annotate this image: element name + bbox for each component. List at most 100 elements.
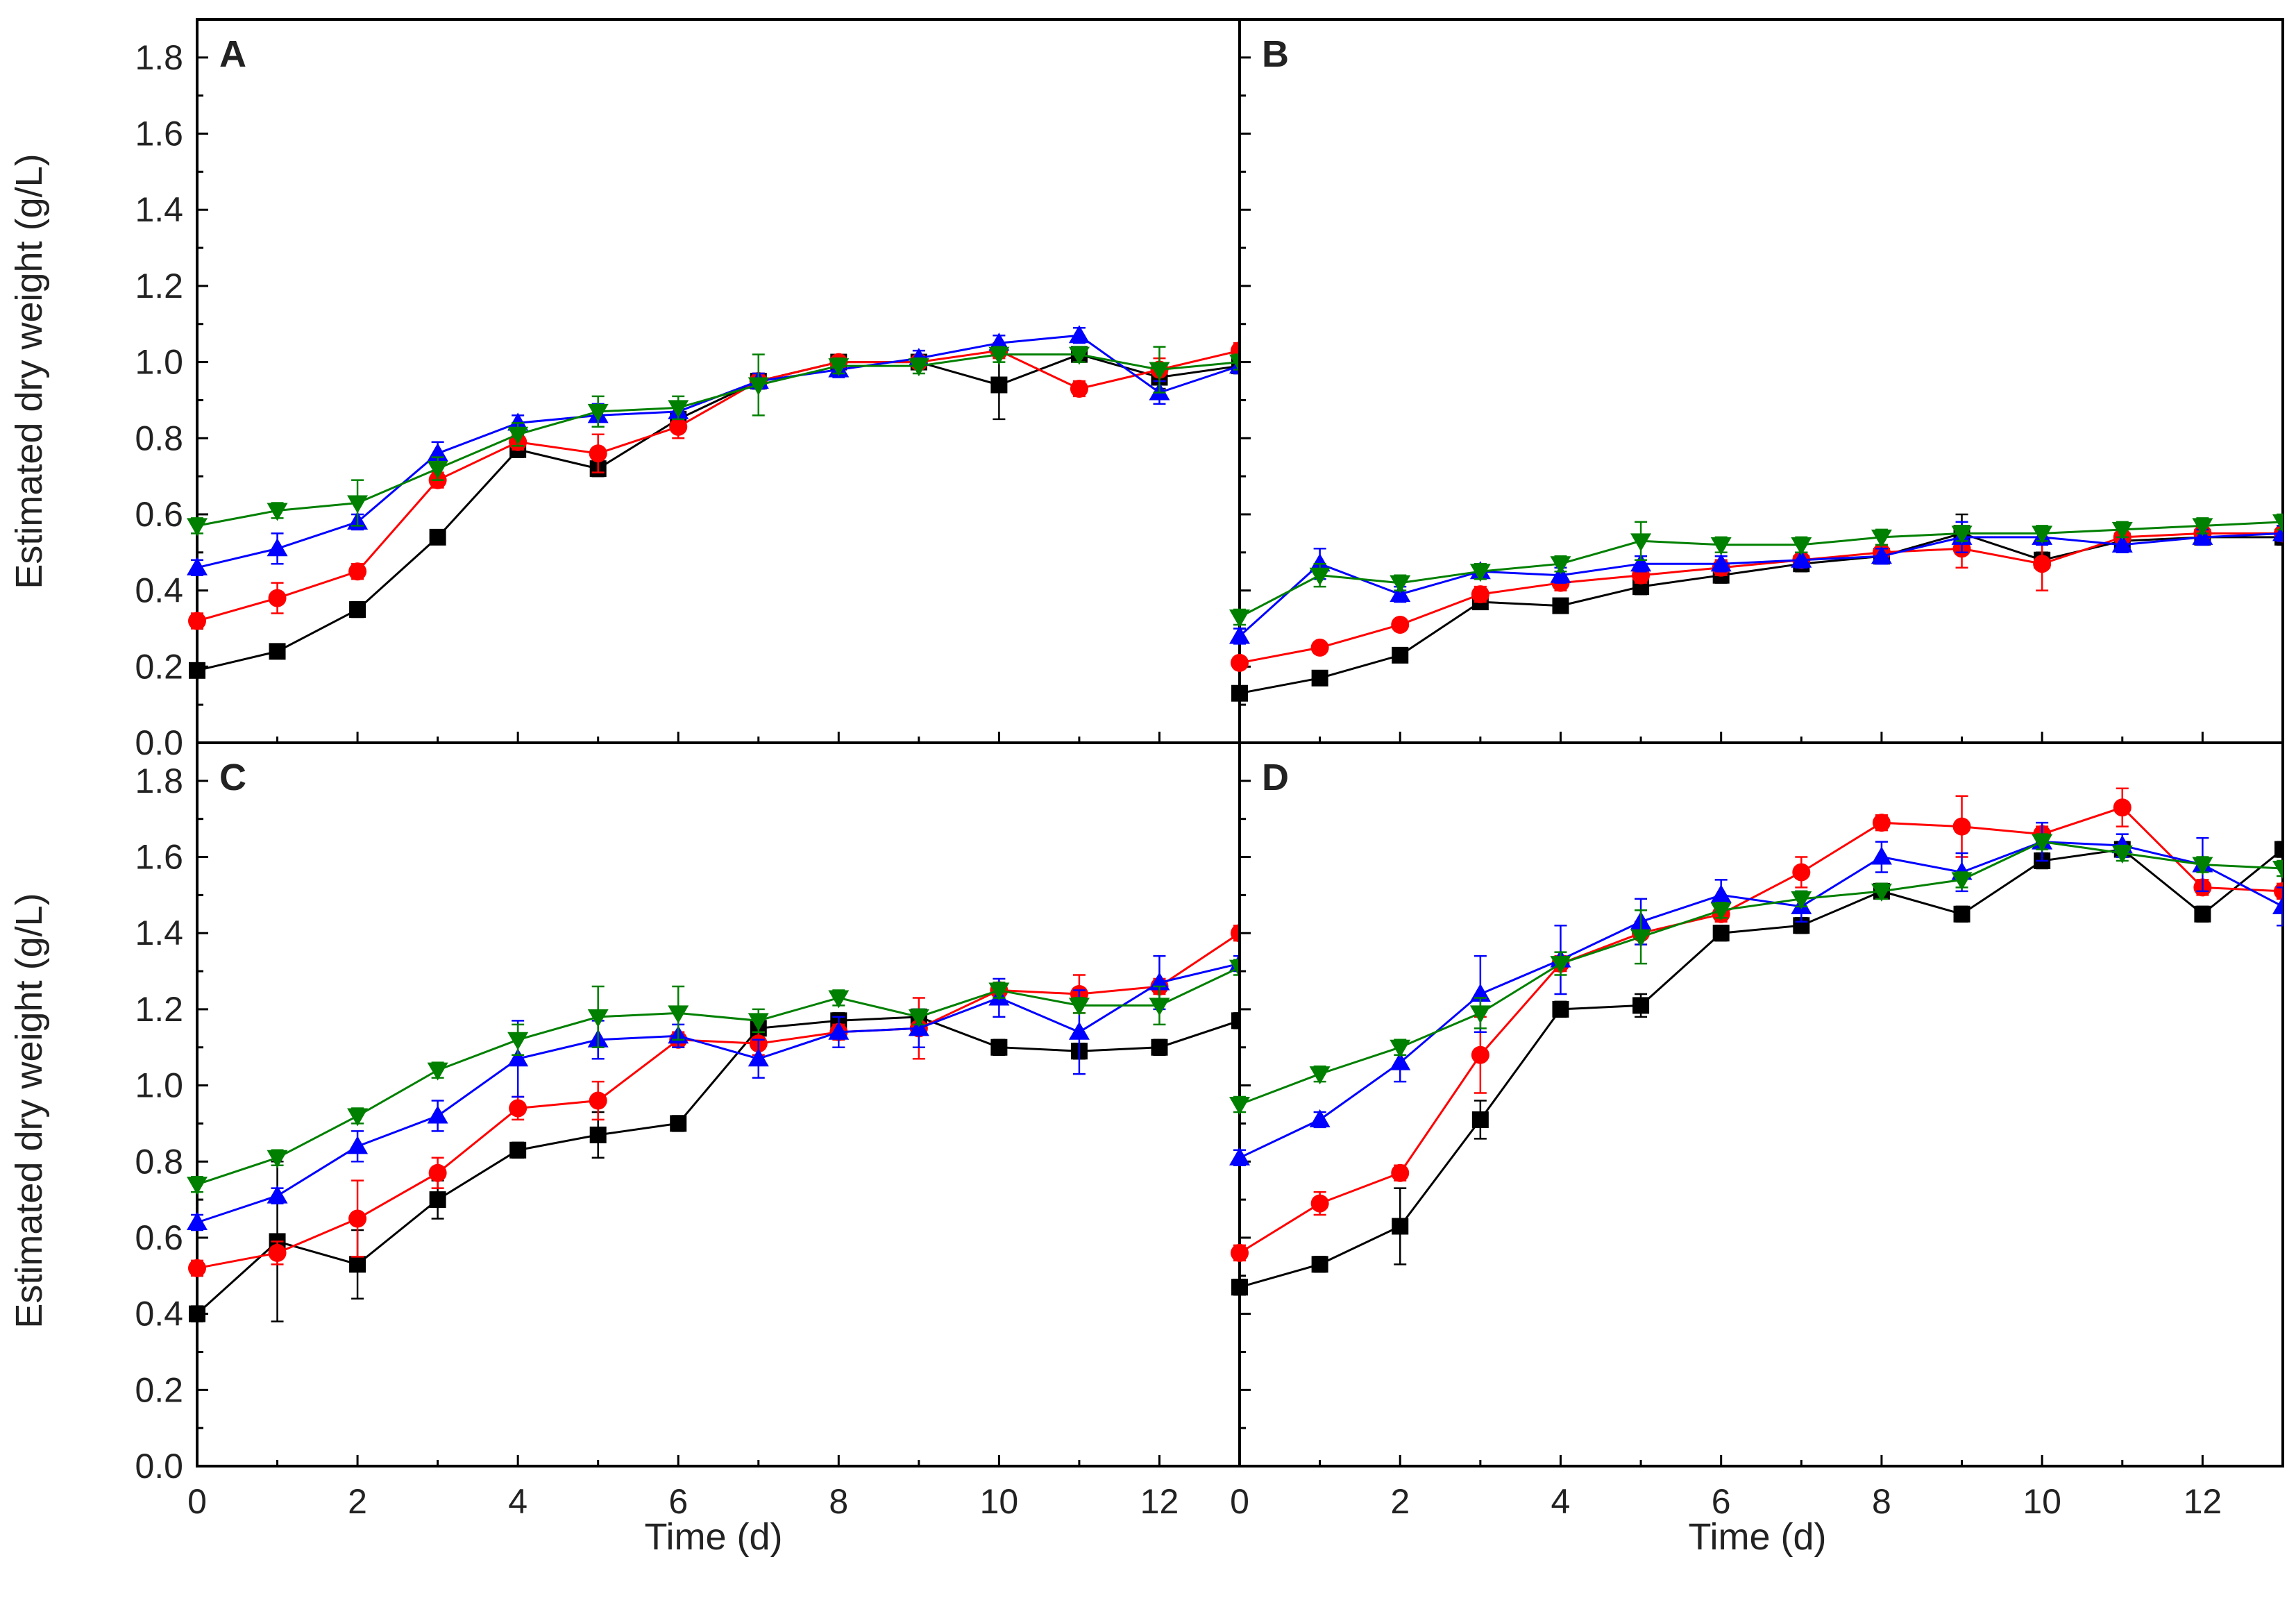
marker-triangle-down [1951,525,1973,544]
x-tick-label: 12 [2184,1482,2222,1521]
marker-circle [1471,585,1489,604]
y-tick-label: 1.8 [135,762,183,800]
x-axis: 0 2 4 6 8 10 12 [1230,1455,2284,1521]
y-axis-titles: Estimated dry weight (g/L) Estimated dry… [8,153,50,1328]
marker-triangle-down [427,1062,448,1081]
marker-circle [268,589,287,607]
marker-triangle-down [1871,883,1892,902]
marker-triangle-up [267,1185,288,1204]
y-tick-label: 0.0 [135,723,183,762]
panel-a: 0.0 0.2 0.4 0.6 0.8 1.0 1.2 1.4 1.6 1.8 A [135,18,1241,762]
marker-triangle-up [507,412,529,431]
marker-square [2194,905,2211,923]
marker-triangle-down [1390,1039,1411,1058]
marker-triangle-down [748,377,769,396]
marker-triangle-up [1390,1052,1411,1070]
marker-circle [1231,653,1249,672]
x-axis-title-right: Time (d) [1689,1516,1827,1558]
marker-triangle-down [668,400,689,419]
marker-triangle-down [2272,514,2283,532]
x-tick-label: 8 [1872,1482,1891,1521]
marker-triangle-down [1309,567,1331,586]
x-tick-label: 10 [980,1482,1019,1521]
marker-circle [348,562,367,581]
marker-triangle-down [2192,518,2213,537]
marker-triangle-down [1229,1097,1250,1115]
marker-circle [589,1091,607,1110]
marker-triangle-up [1309,553,1331,572]
marker-circle [188,612,206,630]
series-line [196,1016,1240,1315]
series-green [1229,513,2283,628]
marker-square [1471,1111,1489,1128]
marker-triangle-up [748,1048,769,1067]
marker-circle [1231,1243,1249,1262]
x-tick-label: 6 [1712,1482,1731,1521]
panel-label: D [1262,757,1289,798]
series-line [196,349,1240,622]
marker-square [349,1256,366,1273]
marker-triangle-down [1068,346,1090,365]
marker-square [189,1305,205,1322]
series-line [196,962,1240,1224]
marker-triangle-down [1390,575,1411,594]
x-tick-label: 6 [668,1482,688,1521]
marker-circle [669,417,688,436]
marker-triangle-up [1791,549,1812,568]
marker-triangle-down [1791,537,1812,555]
x-axis-titles: Time (d) Time (d) [645,1516,1827,1558]
marker-triangle-down [2111,521,2133,540]
x-tick-label: 2 [348,1482,367,1521]
marker-triangle-down [1630,929,1652,948]
series-blue [1229,521,2283,645]
series-green [1229,833,2283,1115]
marker-circle [268,1243,287,1262]
y-tick-label: 1.0 [135,343,183,382]
marker-triangle-down [587,1009,609,1027]
x-tick-label: 0 [187,1482,207,1521]
marker-triangle-down [1309,1066,1331,1085]
marker-square [349,601,366,619]
marker-circle [1872,814,1891,832]
panel-data [187,325,1240,679]
y-tick-label: 1.2 [135,267,183,305]
y-tick-label: 0.2 [135,1370,183,1409]
marker-triangle-down [2192,857,2213,875]
y-tick-label: 1.2 [135,990,183,1029]
series-green [187,959,1240,1195]
y-tick-label: 1.6 [135,115,183,153]
marker-circle [428,1163,447,1182]
y-axis-title-bottom: Estimated dry weight (g/L) [8,893,50,1328]
marker-triangle-down [1550,956,1571,975]
series-line [1238,532,2283,637]
marker-triangle-down [2111,846,2133,864]
marker-square [189,662,205,679]
marker-circle [2113,798,2132,817]
marker-triangle-up [1710,553,1732,572]
marker-triangle-down [1791,891,1812,909]
x-tick-label: 2 [1390,1482,1410,1521]
marker-triangle-up [1630,553,1652,572]
marker-triangle-up [507,1048,529,1067]
marker-triangle-up [2272,895,2283,914]
y-tick-label: 0.8 [135,419,183,457]
marker-circle [509,1099,527,1118]
marker-square [670,1115,687,1132]
series-line [1239,532,2283,664]
marker-triangle-up [1871,846,1892,865]
y-axis: 0.0 0.2 0.4 0.6 0.8 1.0 1.2 1.4 1.6 1.8 [135,38,208,762]
marker-triangle-up [1309,1109,1331,1127]
y-tick-label: 0.6 [135,1218,183,1257]
marker-triangle-down [1550,556,1571,575]
marker-triangle-down [668,1005,689,1024]
marker-triangle-down [828,358,850,377]
marker-triangle-up [267,538,288,557]
marker-triangle-down [1469,564,1491,582]
marker-triangle-up [347,1136,369,1154]
x-axis: 0 2 4 6 8 10 12 [187,1455,1241,1521]
marker-triangle-down [1149,998,1170,1016]
panel-d: 0 2 4 6 8 10 12 D [1229,741,2284,1521]
y-axis-title-top: Estimated dry weight (g/L) [8,153,50,589]
y-tick-label: 0.6 [135,495,183,534]
